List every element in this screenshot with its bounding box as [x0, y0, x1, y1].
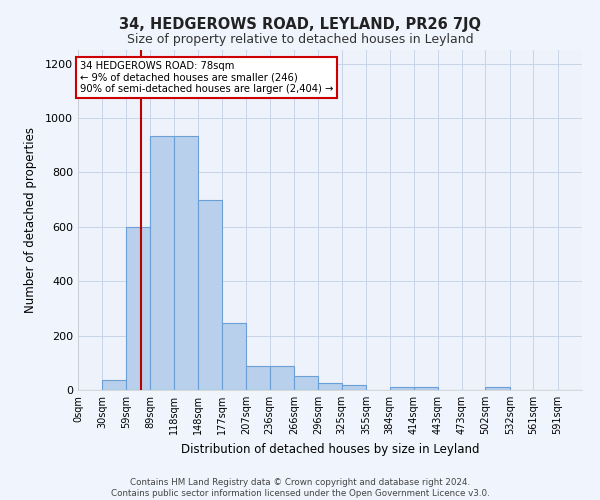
Text: 34 HEDGEROWS ROAD: 78sqm
← 9% of detached houses are smaller (246)
90% of semi-d: 34 HEDGEROWS ROAD: 78sqm ← 9% of detache… — [80, 61, 333, 94]
Bar — [389, 388, 414, 390]
Bar — [294, 376, 318, 390]
Bar — [126, 227, 150, 390]
Bar — [103, 380, 126, 390]
Bar — [342, 384, 366, 390]
Text: 34, HEDGEROWS ROAD, LEYLAND, PR26 7JQ: 34, HEDGEROWS ROAD, LEYLAND, PR26 7JQ — [119, 18, 481, 32]
Bar — [150, 136, 174, 390]
Bar — [269, 366, 294, 390]
Bar — [221, 324, 246, 390]
Text: Size of property relative to detached houses in Leyland: Size of property relative to detached ho… — [127, 32, 473, 46]
Bar — [198, 200, 221, 390]
Bar — [174, 136, 198, 390]
Text: Contains HM Land Registry data © Crown copyright and database right 2024.
Contai: Contains HM Land Registry data © Crown c… — [110, 478, 490, 498]
Bar — [414, 388, 437, 390]
Bar — [318, 383, 342, 390]
Bar — [246, 366, 269, 390]
X-axis label: Distribution of detached houses by size in Leyland: Distribution of detached houses by size … — [181, 442, 479, 456]
Bar — [485, 388, 510, 390]
Y-axis label: Number of detached properties: Number of detached properties — [23, 127, 37, 313]
